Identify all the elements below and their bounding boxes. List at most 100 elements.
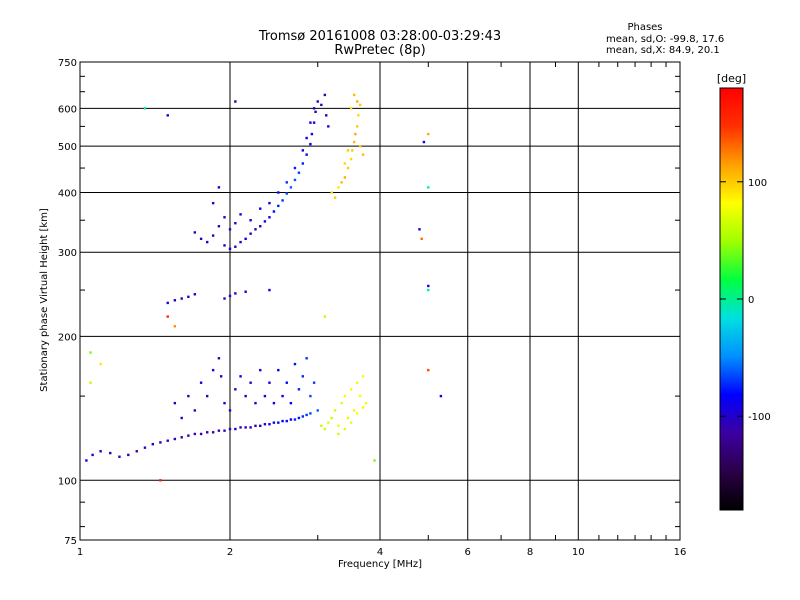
data-point — [159, 441, 162, 444]
data-point — [217, 186, 221, 189]
y-tick-label: 400 — [58, 188, 77, 199]
data-point — [277, 368, 280, 372]
data-point — [281, 199, 284, 202]
data-point — [268, 381, 271, 384]
data-point — [349, 157, 353, 161]
data-point — [205, 431, 209, 434]
data-point — [173, 437, 177, 441]
data-point — [244, 394, 247, 398]
data-point — [373, 459, 376, 462]
data-point — [268, 423, 271, 426]
x-tick-label: 2 — [227, 547, 233, 558]
data-point — [323, 315, 327, 318]
data-point — [285, 381, 288, 384]
data-point — [180, 436, 183, 439]
data-point — [263, 423, 267, 426]
grid-lines — [80, 62, 680, 540]
data-point — [327, 421, 330, 424]
data-point — [337, 186, 340, 189]
data-point — [223, 216, 226, 219]
data-point — [193, 293, 197, 296]
data-point — [259, 424, 262, 428]
data-point — [211, 431, 215, 434]
data-point — [159, 479, 162, 482]
y-tick-label: 100 — [58, 476, 77, 487]
data-point — [293, 362, 297, 366]
data-point — [239, 213, 242, 216]
y-axis-ticks: 75 100 200 300 400 500 600 750 — [58, 58, 680, 547]
data-point — [223, 429, 226, 432]
phases-x-stats: mean, sd,X: 84.9, 20.1 — [606, 45, 720, 56]
data-point — [422, 140, 426, 144]
phases-heading: Phases — [627, 22, 662, 33]
data-point — [358, 144, 362, 148]
data-point — [312, 381, 316, 384]
data-point — [361, 153, 365, 156]
data-point — [118, 455, 121, 458]
data-point — [285, 192, 288, 195]
data-point — [301, 149, 305, 152]
data-point — [135, 450, 138, 453]
data-point — [199, 381, 203, 384]
data-point — [217, 429, 221, 432]
data-point — [314, 110, 317, 114]
data-point — [272, 401, 276, 405]
data-point — [358, 103, 362, 107]
data-point — [323, 427, 327, 431]
data-point — [143, 446, 147, 449]
data-point — [211, 201, 215, 205]
data-point — [193, 432, 197, 436]
data-point — [254, 228, 257, 231]
data-point — [346, 416, 350, 420]
data-point — [99, 450, 102, 453]
data-point — [217, 357, 221, 360]
data-point — [199, 432, 203, 436]
data-point — [312, 107, 316, 110]
data-point — [349, 421, 353, 424]
data-point — [259, 207, 262, 210]
data-point — [293, 178, 297, 182]
data-point — [187, 394, 190, 398]
data-point — [316, 100, 319, 103]
data-point — [320, 424, 323, 428]
x-tick-label: 10 — [572, 547, 585, 558]
data-point — [289, 418, 293, 421]
data-point — [305, 357, 308, 360]
data-point — [228, 409, 232, 412]
data-point — [89, 351, 92, 354]
data-point — [249, 381, 252, 384]
data-point — [193, 231, 197, 234]
phases-o-stats: mean, sd,O: -99.8, 17.6 — [606, 34, 724, 45]
data-point — [361, 406, 365, 409]
data-point — [333, 409, 337, 412]
data-point — [127, 453, 130, 457]
data-point — [297, 416, 301, 420]
data-point — [309, 121, 312, 124]
data-point — [263, 220, 267, 223]
data-point — [346, 149, 350, 152]
data-point — [277, 191, 280, 194]
data-point — [234, 292, 237, 295]
data-point — [320, 103, 323, 107]
data-point — [427, 284, 430, 288]
data-point — [228, 294, 232, 298]
data-point — [309, 142, 312, 146]
y-tick-label: 75 — [64, 536, 77, 547]
data-point — [427, 368, 430, 372]
data-point — [301, 162, 305, 165]
data-point — [301, 415, 305, 418]
data-point — [254, 401, 257, 405]
data-point — [187, 295, 190, 299]
data-point — [211, 234, 215, 237]
data-point — [343, 162, 347, 165]
y-tick-label: 500 — [58, 142, 77, 153]
data-point — [89, 381, 92, 384]
colorbar-tick-label: -100 — [748, 412, 771, 423]
data-point — [272, 210, 276, 213]
data-point — [310, 132, 314, 136]
data-point — [297, 171, 301, 174]
data-point — [352, 140, 356, 144]
data-point — [180, 297, 183, 300]
data-point — [343, 176, 347, 179]
data-point — [325, 114, 328, 117]
